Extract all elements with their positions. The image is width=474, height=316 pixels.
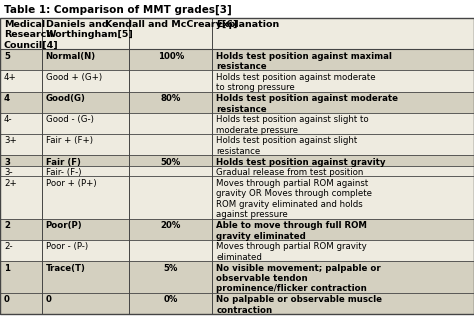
Text: Good(G): Good(G) [46,94,86,103]
Text: Holds test position against gravity: Holds test position against gravity [216,158,386,167]
Text: 2+: 2+ [4,179,17,188]
Bar [0,176,474,219]
Bar [0,240,474,261]
Text: 20%: 20% [161,221,181,230]
Text: 0: 0 [46,295,52,304]
Text: 4+: 4+ [4,73,17,82]
Bar [0,49,474,70]
Text: Holds test position against slight
resistance: Holds test position against slight resis… [216,137,357,156]
Bar [0,134,474,155]
Text: 4-: 4- [4,115,13,124]
Bar [0,166,474,176]
Text: Good - (G-): Good - (G-) [46,115,93,124]
Text: Fair- (F-): Fair- (F-) [46,168,81,177]
Text: 50%: 50% [161,158,181,167]
Text: Normal(N): Normal(N) [46,52,96,61]
Text: 0: 0 [4,295,10,304]
Text: No visible movement; palpable or
observable tendon
prominence/flicker contractio: No visible movement; palpable or observa… [216,264,381,293]
Text: Holds test position against moderate
resistance: Holds test position against moderate res… [216,94,398,113]
Text: 2-: 2- [4,242,13,251]
Text: 3: 3 [4,158,10,167]
Text: Trace(T): Trace(T) [46,264,86,273]
Text: Daniels and
Worthingham[5]: Daniels and Worthingham[5] [46,20,134,40]
Text: 100%: 100% [158,52,184,61]
Text: Gradual release from test position: Gradual release from test position [216,168,364,177]
Text: Poor - (P-): Poor - (P-) [46,242,88,251]
Text: Holds test position against moderate
to strong pressure: Holds test position against moderate to … [216,73,376,92]
Text: Kendall and McCreary[6]: Kendall and McCreary[6] [105,20,237,29]
Text: No palpable or observable muscle
contraction: No palpable or observable muscle contrac… [216,295,383,315]
Text: Moves through partial ROM gravity
eliminated: Moves through partial ROM gravity elimin… [216,242,367,262]
Text: Holds test position against maximal
resistance: Holds test position against maximal resi… [216,52,392,71]
Bar [0,155,474,166]
Text: 80%: 80% [161,94,181,103]
Text: 2: 2 [4,221,10,230]
Text: Table 1: Comparison of MMT grades[3]: Table 1: Comparison of MMT grades[3] [4,5,232,15]
Text: Moves through partial ROM against
gravity OR Moves through complete
ROM gravity : Moves through partial ROM against gravit… [216,179,373,219]
Text: Medical
Research
Council[4]: Medical Research Council[4] [4,20,59,50]
Text: 0%: 0% [164,295,178,304]
Text: Poor(P): Poor(P) [46,221,82,230]
Text: Holds test position against slight to
moderate pressure: Holds test position against slight to mo… [216,115,369,135]
Bar [0,219,474,240]
Text: 3-: 3- [4,168,13,177]
Text: 1: 1 [4,264,10,273]
Text: Able to move through full ROM
gravity eliminated: Able to move through full ROM gravity el… [216,221,367,240]
Text: Fair + (F+): Fair + (F+) [46,137,93,145]
Text: Good + (G+): Good + (G+) [46,73,102,82]
Bar [0,261,474,293]
Text: Fair (F): Fair (F) [46,158,81,167]
Text: 3+: 3+ [4,137,17,145]
Bar [0,113,474,134]
Text: Explanation: Explanation [216,20,280,29]
Text: Poor + (P+): Poor + (P+) [46,179,96,188]
Bar [0,92,474,113]
Bar [0,70,474,92]
Text: 5%: 5% [164,264,178,273]
Bar [0,17,474,49]
Text: 5: 5 [4,52,10,61]
Bar [0,293,474,314]
Text: 4: 4 [4,94,10,103]
